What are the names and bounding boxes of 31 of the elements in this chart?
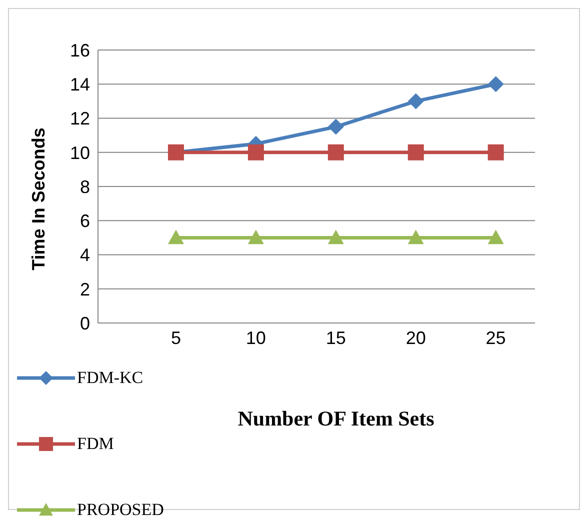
y-tick-label: 0 xyxy=(80,313,90,334)
y-tick-label: 14 xyxy=(70,74,90,95)
y-tick-label: 10 xyxy=(70,142,90,163)
legend-label: PROPOSED xyxy=(77,500,164,517)
point xyxy=(488,76,504,92)
y-tick-label: 16 xyxy=(70,40,90,60)
point xyxy=(248,144,264,160)
x-tick-label: 10 xyxy=(246,328,266,348)
y-tick-label: 4 xyxy=(80,245,90,266)
legend-label: FDM xyxy=(77,434,114,454)
point xyxy=(488,144,504,160)
point xyxy=(168,230,184,244)
point xyxy=(328,230,344,244)
y-tick-label: 6 xyxy=(80,211,90,232)
point xyxy=(328,144,344,160)
point xyxy=(408,144,424,160)
x-tick-label: 20 xyxy=(406,328,426,348)
x-tick-label: 15 xyxy=(326,328,346,348)
y-axis-title: Time In Seconds xyxy=(28,128,50,270)
point xyxy=(408,230,424,244)
legend-label: FDM-KC xyxy=(77,368,144,388)
point xyxy=(248,230,264,244)
y-tick-label: 8 xyxy=(80,176,90,197)
point xyxy=(328,118,344,135)
point xyxy=(488,230,504,244)
x-tick-label: 5 xyxy=(170,328,181,348)
x-tick-label: 25 xyxy=(486,328,506,348)
point xyxy=(408,93,424,110)
x-axis-title: Number OF Item Sets xyxy=(238,406,434,432)
y-tick-label: 2 xyxy=(80,279,90,300)
y-tick-label: 12 xyxy=(70,108,90,129)
